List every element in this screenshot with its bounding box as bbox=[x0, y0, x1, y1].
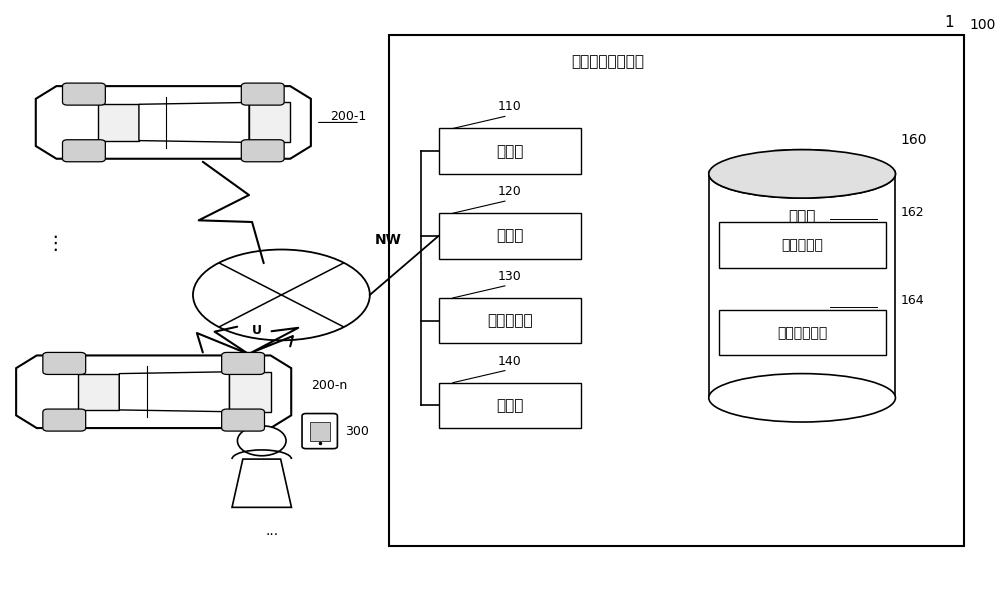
Polygon shape bbox=[232, 459, 291, 507]
FancyBboxPatch shape bbox=[719, 310, 886, 356]
FancyBboxPatch shape bbox=[439, 382, 581, 428]
FancyBboxPatch shape bbox=[302, 413, 337, 449]
Text: 引导部: 引导部 bbox=[496, 398, 524, 413]
Text: 160: 160 bbox=[900, 133, 927, 147]
FancyBboxPatch shape bbox=[310, 422, 330, 441]
FancyBboxPatch shape bbox=[439, 298, 581, 344]
Text: 130: 130 bbox=[498, 270, 522, 283]
Ellipse shape bbox=[709, 373, 895, 422]
FancyBboxPatch shape bbox=[62, 140, 105, 162]
Circle shape bbox=[237, 426, 286, 456]
Polygon shape bbox=[98, 105, 139, 140]
Ellipse shape bbox=[709, 150, 895, 198]
FancyBboxPatch shape bbox=[222, 409, 264, 431]
Text: 110: 110 bbox=[498, 100, 522, 113]
FancyBboxPatch shape bbox=[241, 83, 284, 105]
Polygon shape bbox=[16, 356, 291, 428]
Text: 162: 162 bbox=[900, 206, 924, 219]
Ellipse shape bbox=[193, 249, 370, 340]
Polygon shape bbox=[229, 371, 271, 412]
Text: 存储部: 存储部 bbox=[788, 209, 816, 224]
Text: 200-n: 200-n bbox=[311, 379, 347, 392]
Text: 200-1: 200-1 bbox=[331, 110, 367, 123]
Text: 取得部: 取得部 bbox=[496, 229, 524, 243]
Text: U: U bbox=[252, 324, 262, 337]
FancyBboxPatch shape bbox=[439, 213, 581, 258]
Text: 电池关联信息: 电池关联信息 bbox=[777, 326, 827, 340]
FancyBboxPatch shape bbox=[43, 353, 86, 375]
FancyBboxPatch shape bbox=[62, 83, 105, 105]
Text: 300: 300 bbox=[345, 424, 369, 438]
Text: ...: ... bbox=[265, 524, 278, 538]
FancyBboxPatch shape bbox=[709, 150, 895, 174]
FancyBboxPatch shape bbox=[439, 128, 581, 174]
FancyBboxPatch shape bbox=[43, 409, 86, 431]
Polygon shape bbox=[249, 103, 290, 142]
Text: 120: 120 bbox=[498, 185, 522, 198]
Text: 匹配处理部: 匹配处理部 bbox=[487, 313, 533, 328]
Text: ⋮: ⋮ bbox=[46, 234, 65, 253]
FancyBboxPatch shape bbox=[389, 35, 964, 546]
Polygon shape bbox=[78, 373, 119, 410]
FancyBboxPatch shape bbox=[719, 223, 886, 268]
Text: 利用者信息: 利用者信息 bbox=[781, 238, 823, 252]
Polygon shape bbox=[36, 86, 311, 159]
Text: 164: 164 bbox=[900, 294, 924, 307]
Text: 140: 140 bbox=[498, 354, 522, 368]
Text: 100: 100 bbox=[969, 18, 995, 32]
Text: 1: 1 bbox=[945, 15, 954, 30]
FancyBboxPatch shape bbox=[241, 140, 284, 162]
FancyBboxPatch shape bbox=[222, 353, 264, 375]
Ellipse shape bbox=[709, 150, 895, 198]
Polygon shape bbox=[119, 371, 229, 412]
Text: NW: NW bbox=[375, 232, 402, 246]
Polygon shape bbox=[139, 103, 249, 142]
Text: 受电供电匹配装置: 受电供电匹配装置 bbox=[571, 54, 644, 69]
Text: 通信部: 通信部 bbox=[496, 143, 524, 159]
